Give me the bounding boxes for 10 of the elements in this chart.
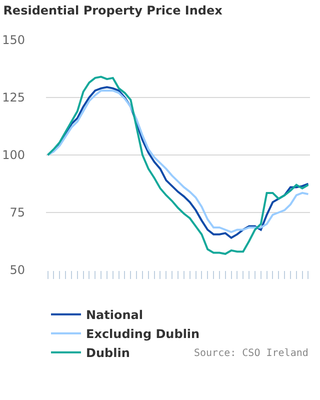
y-tick-label: 100: [2, 148, 25, 162]
y-tick-label: 125: [2, 90, 25, 105]
y-tick-label: 75: [10, 206, 25, 220]
chart-title: Residential Property Price Index: [3, 3, 223, 18]
legend-label: National: [86, 308, 143, 322]
source-note: Source: CSO Ireland: [194, 348, 308, 359]
legend-label: Excluding Dublin: [86, 327, 200, 342]
y-tick-label: 50: [10, 263, 25, 278]
y-tick-label: 150: [2, 33, 25, 48]
legend-label: Dublin: [86, 346, 130, 360]
